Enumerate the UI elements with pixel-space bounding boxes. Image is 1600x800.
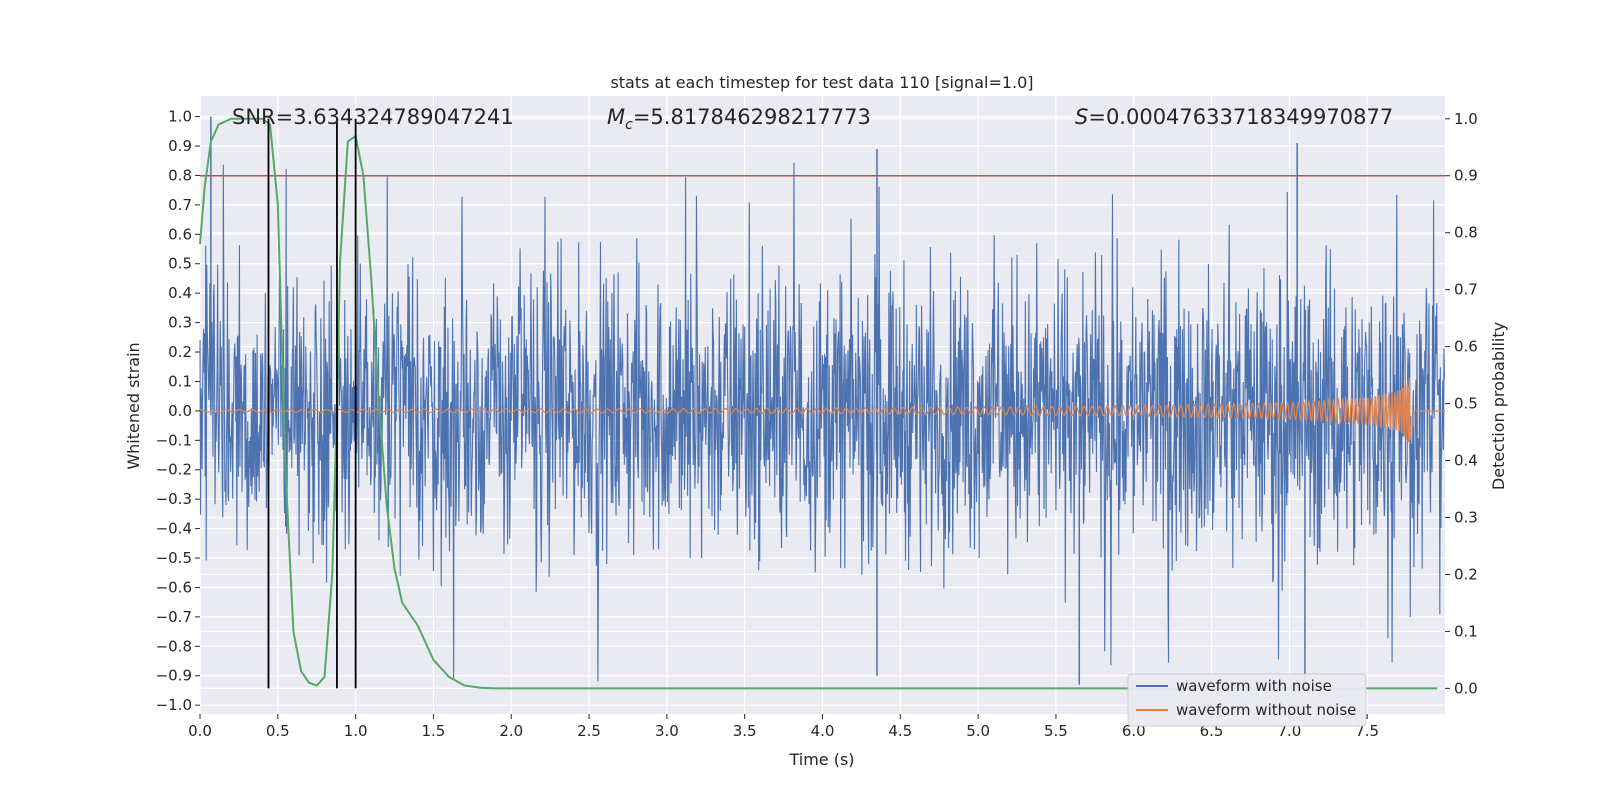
series-detection-probability: [199, 117, 1438, 690]
legend-label-noise: waveform with noise: [1176, 677, 1332, 695]
chirp-mass-value: =5.817846298217773: [633, 105, 871, 129]
y-tick-label: 0.0: [168, 402, 192, 420]
legend-label-clean: waveform without noise: [1176, 701, 1356, 719]
y2-tick-label: 0.7: [1454, 281, 1478, 299]
series-waveform-with-noise: [199, 116, 1446, 685]
y2-tick-label: 0.9: [1454, 167, 1478, 185]
y-tick-label: 0.1: [168, 372, 192, 390]
legend-box: [1127, 673, 1367, 727]
y2-tick-label: 0.2: [1454, 565, 1478, 583]
y2-tick-label: 0.3: [1454, 508, 1478, 526]
y-tick-label: −0.5: [156, 549, 192, 567]
y-tick-label: −0.6: [156, 578, 192, 596]
waveform-with-noise-line: [199, 162, 1446, 682]
y-tick-label: 0.8: [168, 166, 192, 184]
x-tick-label: 4.5: [888, 722, 912, 740]
x-tick-label: 5.0: [966, 722, 990, 740]
s-symbol: S: [1075, 105, 1088, 129]
x-tick-label: 0.5: [266, 722, 290, 740]
x-tick-label: 1.5: [422, 722, 446, 740]
y2-tick-label: 0.6: [1454, 338, 1478, 356]
y-tick-label: 0.3: [168, 314, 192, 332]
s-value: =0.00047633718349970877: [1088, 105, 1393, 129]
detection-probability-line: [199, 117, 1438, 690]
y2-tick-label: 0.0: [1454, 679, 1478, 697]
x-axis-label: Time (s): [788, 750, 854, 769]
y-tick-label: −0.9: [156, 667, 192, 685]
y-tick-label: 1.0: [168, 108, 192, 126]
y2-tick-label: 0.8: [1454, 224, 1478, 242]
y-tick-label: 0.2: [168, 343, 192, 361]
y-tick-label: −1.0: [156, 696, 192, 714]
x-tick-label: 1.0: [344, 722, 368, 740]
chirp-mass-subscript: c: [625, 117, 633, 133]
axis-ticks: 0.0 0.5 1.0 1.5 2.0 2.5 3.0 3.5 4.0 4.5 5.0 5.5 6.0 6…: [156, 108, 1478, 740]
y-axis-label: Whitened strain: [124, 342, 143, 469]
y-tick-label: −0.8: [156, 637, 192, 655]
x-tick-label: 3.5: [733, 722, 757, 740]
y2-tick-label: 0.5: [1454, 395, 1478, 413]
y-tick-label: 0.6: [168, 225, 192, 243]
x-tick-label: 5.5: [1044, 722, 1068, 740]
chart-title: stats at each timestep for test data 110…: [610, 73, 1033, 92]
y2-tick-label: 1.0: [1454, 110, 1478, 128]
y-tick-label: −0.4: [156, 520, 192, 538]
y-tick-label: −0.1: [156, 431, 192, 449]
y-tick-label: 0.7: [168, 196, 192, 214]
x-tick-label: 4.0: [811, 722, 835, 740]
x-tick-label: 3.0: [655, 722, 679, 740]
chirp-mass-annotation: Mc=5.817846298217773: [607, 105, 871, 133]
y2-axis-label: Detection probability: [1489, 322, 1508, 490]
x-tick-label: 2.5: [577, 722, 601, 740]
y-tick-label: 0.4: [168, 284, 192, 302]
y2-tick-label: 0.4: [1454, 452, 1478, 470]
y-tick-label: −0.3: [156, 490, 192, 508]
series-waveform-without-noise: [199, 378, 1445, 443]
y-tick-label: −0.7: [156, 608, 192, 626]
y-tick-label: 0.5: [168, 255, 192, 273]
event-markers: [267, 118, 357, 689]
chirp-mass-symbol: M: [607, 105, 625, 129]
x-tick-label: 0.0: [188, 722, 212, 740]
x-tick-label: 2.0: [499, 722, 523, 740]
y-tick-label: −0.2: [156, 461, 192, 479]
y2-tick-label: 0.1: [1454, 622, 1478, 640]
legend: waveform with noise waveform without noi…: [1127, 673, 1367, 727]
y-tick-label: 0.9: [168, 137, 192, 155]
waveform-without-noise-line: [199, 378, 1445, 443]
s-annotation: S=0.00047633718349970877: [1075, 105, 1393, 129]
snr-annotation: SNR=3.634324789047241: [232, 105, 514, 129]
